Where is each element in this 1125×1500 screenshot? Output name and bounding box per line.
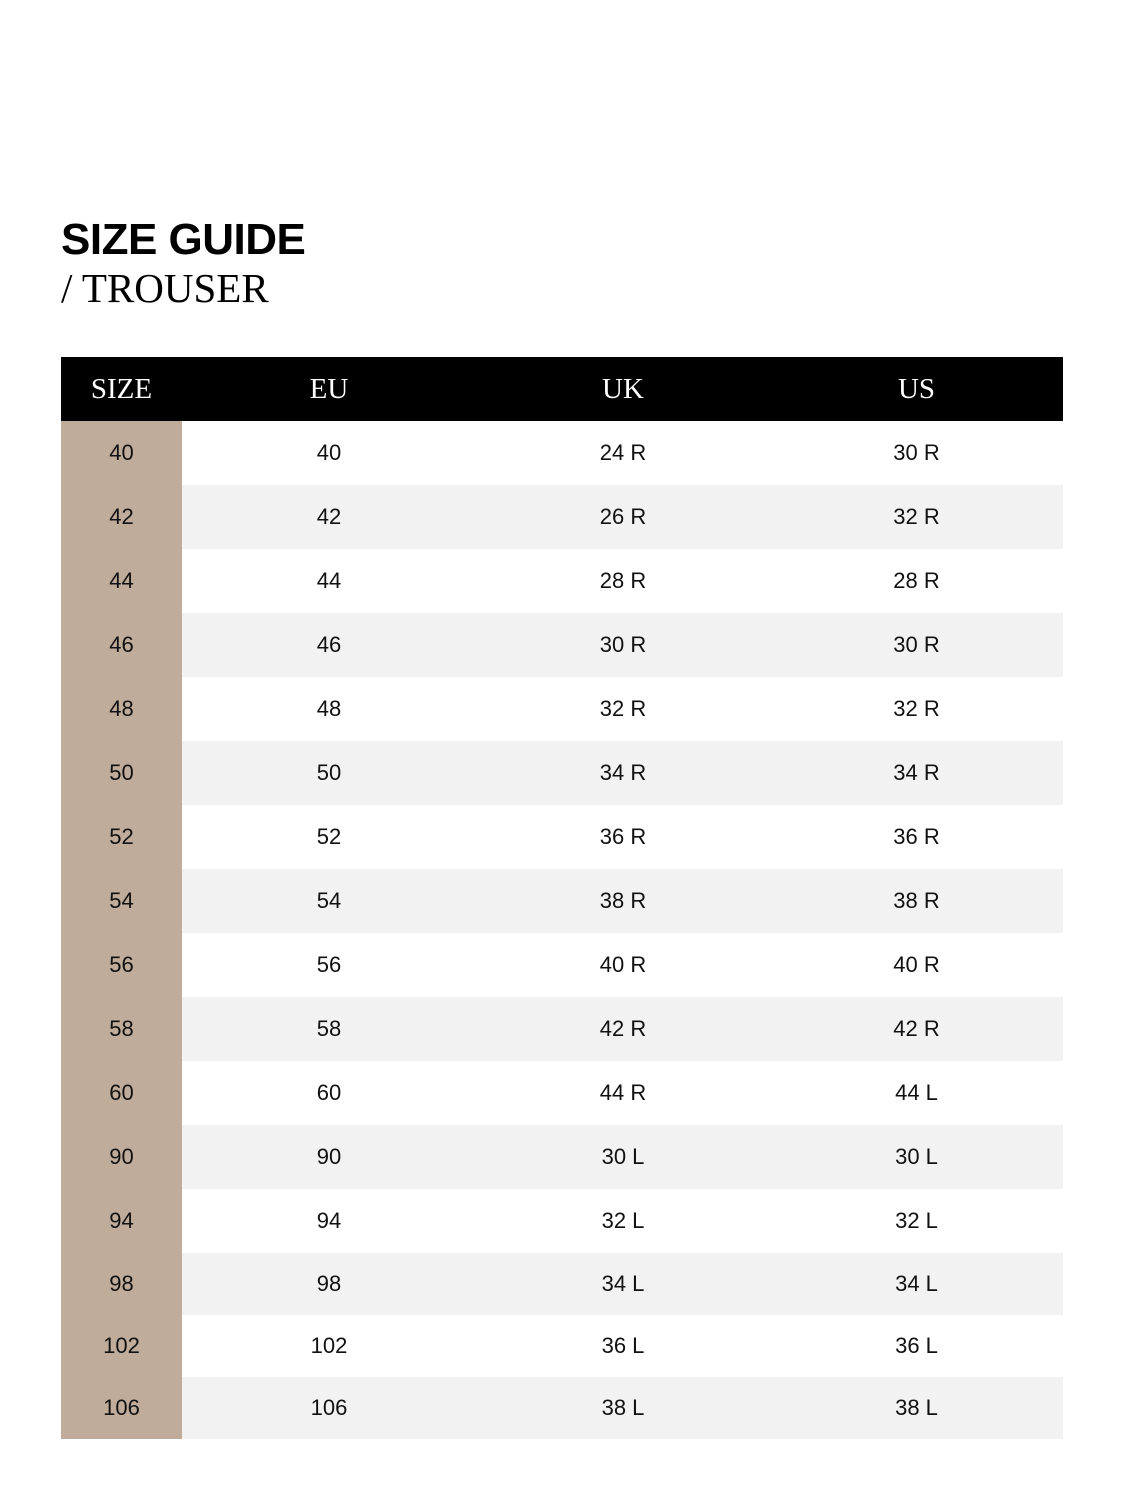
cell-eu: 54 — [182, 869, 476, 933]
table-row: 98 98 34 L 34 L — [61, 1253, 1063, 1315]
cell-us: 44 L — [895, 1080, 938, 1105]
cell-uk: 30 R — [476, 613, 770, 677]
cell-eu: 98 — [182, 1253, 476, 1315]
header-size: SIZE — [61, 357, 182, 421]
table-row: 40 40 24 R 30 R — [61, 421, 1063, 485]
cell-size: 54 — [61, 869, 182, 933]
cell-uk: 34 R — [476, 741, 770, 805]
cell-size: 44 — [61, 549, 182, 613]
cell-us: 34 L — [770, 1253, 1063, 1315]
cell-eu: 44 — [316, 568, 342, 593]
cell-eu: 50 — [182, 741, 476, 805]
cell-us: 36 R — [893, 824, 940, 849]
cell-us: 30 R — [893, 440, 940, 465]
cell-size: 48 — [61, 677, 182, 741]
cell-eu: 46 — [182, 613, 476, 677]
table-header: SIZE EU UK US — [61, 357, 1063, 421]
cell-size: 46 — [61, 613, 182, 677]
cell-eu: 60 — [316, 1080, 342, 1105]
table-row: 50 50 34 R 34 R — [61, 741, 1063, 805]
cell-uk: 38 R — [476, 869, 770, 933]
cell-us: 32 R — [893, 696, 940, 721]
cell-uk: 38 L — [476, 1377, 770, 1439]
size-table: SIZE EU UK US 40 40 24 R 30 R 42 42 26 R 32 R 44… — [61, 357, 1063, 1439]
cell-us: 30 L — [770, 1125, 1063, 1189]
cell-size: 106 — [61, 1377, 182, 1439]
table-row: 60 60 44 R 44 L — [61, 1061, 1063, 1125]
table-row: 56 56 40 R 40 R — [61, 933, 1063, 997]
cell-size: 102 — [61, 1315, 182, 1377]
header-eu: EU — [182, 357, 476, 421]
cell-uk: 36 L — [601, 1333, 645, 1358]
cell-uk: 42 R — [476, 997, 770, 1061]
table-row: 46 46 30 R 30 R — [61, 613, 1063, 677]
table-row: 48 48 32 R 32 R — [61, 677, 1063, 741]
cell-eu: 94 — [316, 1208, 342, 1233]
table-row: 94 94 32 L 32 L — [61, 1189, 1063, 1253]
table-row: 42 42 26 R 32 R — [61, 485, 1063, 549]
cell-uk: 32 L — [601, 1208, 645, 1233]
cell-uk: 34 L — [476, 1253, 770, 1315]
cell-eu: 40 — [316, 440, 342, 465]
cell-us: 34 R — [770, 741, 1063, 805]
cell-us: 30 R — [770, 613, 1063, 677]
cell-uk: 26 R — [476, 485, 770, 549]
cell-eu: 52 — [316, 824, 342, 849]
cell-eu: 48 — [316, 696, 342, 721]
cell-uk: 36 R — [599, 824, 647, 849]
cell-uk: 32 R — [599, 696, 647, 721]
cell-uk: 28 R — [599, 568, 647, 593]
table-row: 90 90 30 L 30 L — [61, 1125, 1063, 1189]
cell-uk: 30 L — [476, 1125, 770, 1189]
cell-size: 56 — [61, 933, 182, 997]
table-row: 102 102 36 L 36 L — [61, 1315, 1063, 1377]
cell-uk: 40 R — [599, 952, 647, 977]
cell-eu: 56 — [316, 952, 342, 977]
table-row: 106 106 38 L 38 L — [61, 1377, 1063, 1439]
cell-us: 38 L — [770, 1377, 1063, 1439]
table-row: 44 44 28 R 28 R — [61, 549, 1063, 613]
cell-uk: 44 R — [599, 1080, 647, 1105]
header-us: US — [770, 357, 1063, 421]
cell-us: 36 L — [895, 1333, 938, 1358]
cell-eu: 42 — [182, 485, 476, 549]
cell-size: 94 — [61, 1189, 182, 1253]
cell-us: 32 L — [895, 1208, 938, 1233]
cell-eu: 106 — [182, 1377, 476, 1439]
cell-us: 42 R — [770, 997, 1063, 1061]
cell-uk: 24 R — [599, 440, 647, 465]
cell-us: 28 R — [893, 568, 940, 593]
cell-eu: 90 — [182, 1125, 476, 1189]
cell-size: 90 — [61, 1125, 182, 1189]
cell-size: 58 — [61, 997, 182, 1061]
table-row: 52 52 36 R 36 R — [61, 805, 1063, 869]
cell-size: 40 — [61, 421, 182, 485]
page-title: SIZE GUIDE — [61, 215, 306, 264]
cell-size: 52 — [61, 805, 182, 869]
cell-size: 60 — [61, 1061, 182, 1125]
table-row: 54 54 38 R 38 R — [61, 869, 1063, 933]
page-subtitle: / TROUSER — [61, 265, 269, 311]
cell-us: 32 R — [770, 485, 1063, 549]
cell-eu: 58 — [182, 997, 476, 1061]
cell-size: 42 — [61, 485, 182, 549]
cell-size: 98 — [61, 1253, 182, 1315]
cell-us: 38 R — [770, 869, 1063, 933]
cell-size: 50 — [61, 741, 182, 805]
table-row: 58 58 42 R 42 R — [61, 997, 1063, 1061]
header-uk: UK — [476, 357, 770, 421]
cell-us: 40 R — [893, 952, 940, 977]
cell-eu: 102 — [310, 1333, 348, 1358]
